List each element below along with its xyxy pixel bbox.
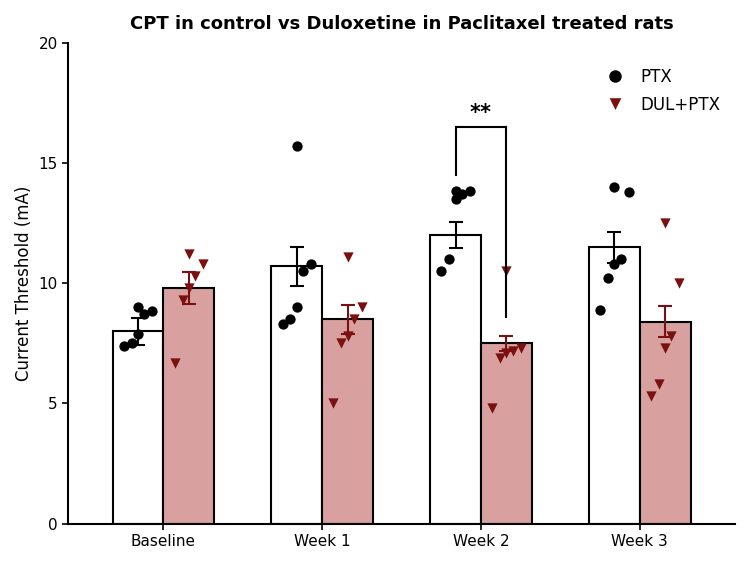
- Point: [327, 399, 339, 408]
- Point: [500, 349, 512, 358]
- Point: [615, 255, 627, 264]
- Point: [507, 346, 519, 355]
- Point: [608, 183, 620, 192]
- Title: CPT in control vs Duloxetine in Paclitaxel treated rats: CPT in control vs Duloxetine in Paclitax…: [130, 15, 674, 33]
- Point: [284, 315, 296, 324]
- Point: [139, 310, 151, 319]
- Point: [176, 296, 188, 305]
- Point: [464, 186, 476, 195]
- Legend: PTX, DUL+PTX: PTX, DUL+PTX: [592, 61, 727, 120]
- Point: [486, 404, 498, 413]
- Text: **: **: [470, 103, 492, 124]
- Point: [126, 339, 138, 348]
- Point: [132, 329, 144, 338]
- Bar: [272, 266, 322, 523]
- Point: [291, 303, 303, 312]
- Point: [608, 259, 620, 268]
- Point: [118, 341, 130, 350]
- Point: [494, 353, 506, 362]
- Point: [674, 279, 686, 288]
- Point: [456, 190, 468, 199]
- Bar: [164, 288, 214, 523]
- Point: [291, 142, 303, 151]
- Point: [514, 343, 526, 352]
- Bar: [430, 235, 481, 523]
- Point: [342, 252, 354, 261]
- Point: [622, 187, 634, 196]
- Point: [132, 303, 144, 312]
- Point: [348, 315, 360, 324]
- Point: [602, 274, 614, 283]
- Point: [305, 259, 317, 268]
- Point: [659, 219, 671, 228]
- Bar: [322, 319, 373, 523]
- Point: [189, 271, 201, 280]
- Point: [197, 259, 209, 268]
- Point: [277, 320, 289, 329]
- Point: [449, 186, 461, 195]
- Point: [146, 306, 158, 315]
- Point: [443, 255, 455, 264]
- Point: [335, 339, 347, 348]
- Y-axis label: Current Threshold (mA): Current Threshold (mA): [15, 186, 33, 381]
- Point: [500, 267, 512, 276]
- Point: [594, 305, 606, 314]
- Point: [435, 267, 447, 276]
- Point: [665, 332, 677, 341]
- Bar: [112, 331, 164, 523]
- Point: [659, 343, 671, 352]
- Point: [183, 284, 195, 293]
- Bar: [640, 321, 691, 523]
- Point: [356, 303, 368, 312]
- Bar: [481, 343, 532, 523]
- Point: [449, 195, 461, 204]
- Point: [645, 391, 657, 400]
- Point: [183, 250, 195, 259]
- Bar: [589, 247, 640, 523]
- Point: [342, 332, 354, 341]
- Point: [169, 358, 181, 367]
- Point: [652, 380, 664, 389]
- Point: [297, 267, 309, 276]
